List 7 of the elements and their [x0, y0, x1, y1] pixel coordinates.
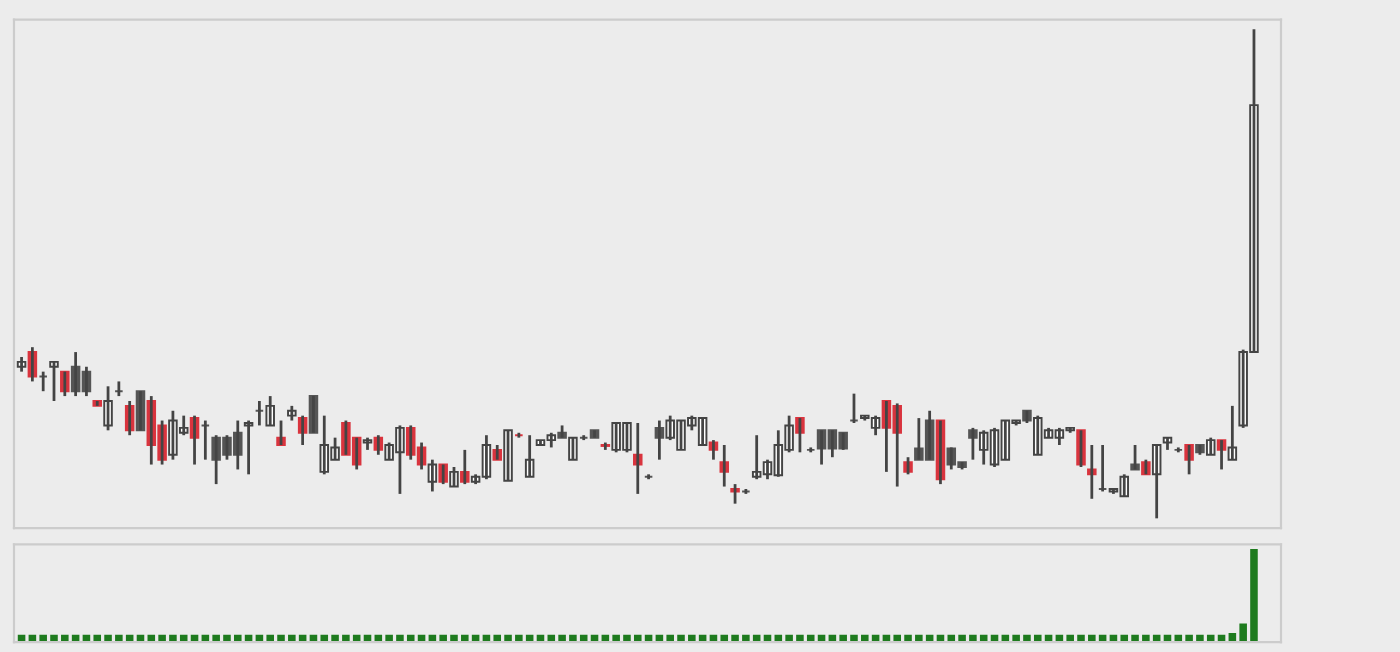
candlestick: [1184, 443, 1194, 476]
candlestick: [568, 436, 578, 462]
candlestick: [449, 465, 459, 488]
candlestick: [308, 394, 319, 435]
candlestick: [49, 360, 59, 403]
candlestick: [503, 428, 513, 483]
candlestick: [135, 389, 146, 432]
